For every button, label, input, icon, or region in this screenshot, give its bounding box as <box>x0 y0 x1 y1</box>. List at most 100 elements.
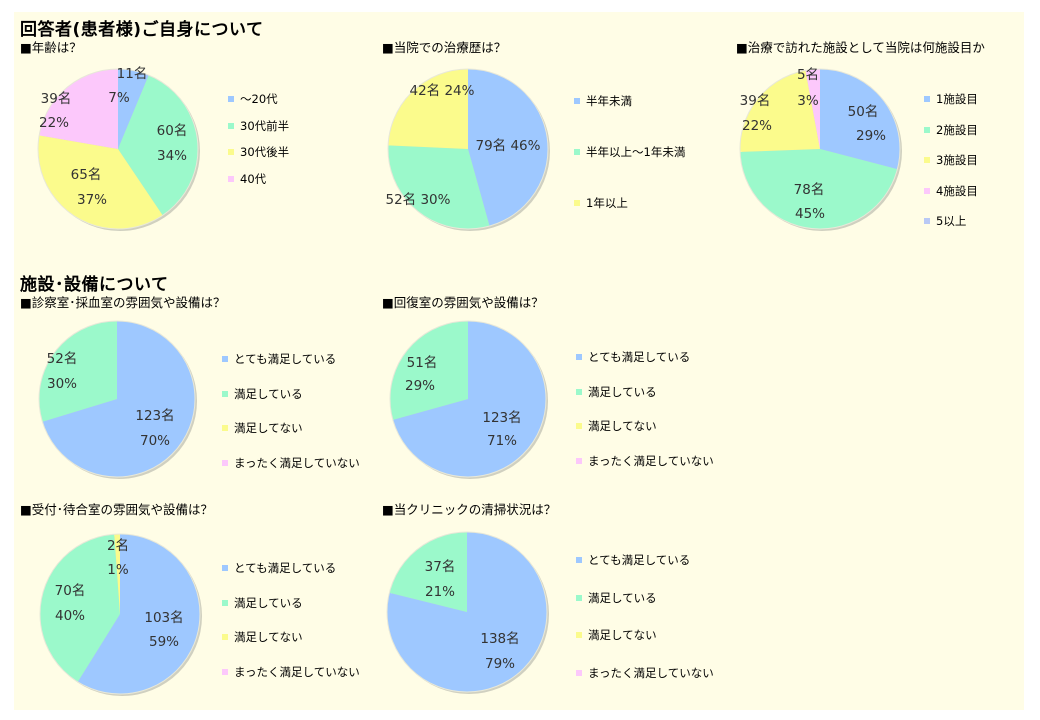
legend-swatch <box>228 96 234 102</box>
legend-label: 40代 <box>240 171 267 186</box>
slice-label: 7% <box>108 90 130 106</box>
pie-chart: 103名 59% 70名 40% 2名 1% <box>39 533 202 696</box>
slice-label: 60名 <box>157 123 188 139</box>
legend-label: 4施設目 <box>936 183 978 198</box>
legend-item: 30代後半 <box>228 144 289 160</box>
pie-slice <box>388 68 468 149</box>
slice-label: 30% <box>47 376 77 392</box>
slice-label: 5名 <box>797 67 819 83</box>
legend-swatch <box>222 425 228 431</box>
legend-label: 30代前半 <box>240 118 290 133</box>
slice-label: 70名 <box>55 583 86 599</box>
survey-panel: 回答者(患者様)ご自身について 施設･設備について ■年齢は？ 11名 7% 60名 3… <box>14 12 1024 710</box>
legend-label: 1年以上 <box>586 196 628 210</box>
legend-label: 満足してない <box>588 628 657 642</box>
legend-swatch <box>576 632 582 638</box>
slice-label: 11名 <box>117 66 148 82</box>
legend-item: 40代 <box>228 171 266 187</box>
slice-label: 50名 <box>848 104 879 120</box>
pie-slice <box>389 532 467 612</box>
legend-swatch <box>576 423 582 429</box>
legend-item: 半年未満 <box>574 93 632 109</box>
legend-swatch <box>574 149 580 155</box>
legend-label: まったく満足していない <box>588 453 714 468</box>
legend-swatch <box>924 187 930 194</box>
slice-label: 123名 <box>482 410 521 426</box>
legend-swatch <box>222 356 228 362</box>
legend-item: 満足してない <box>576 418 657 434</box>
slice-label: 71% <box>487 433 517 449</box>
legend-item: まったく満足していない <box>222 455 360 471</box>
slice-label: 37% <box>77 192 107 208</box>
pie-slice <box>38 135 163 229</box>
chart-title: ■年齢は？ <box>20 40 82 55</box>
legend-label: まったく満足していない <box>588 665 714 680</box>
pie-slice <box>740 70 820 152</box>
legend-swatch <box>576 354 582 360</box>
slice-label: 59% <box>149 634 179 650</box>
pie-slice <box>39 534 120 682</box>
slice-label: 65名 <box>71 167 102 183</box>
pie-slice <box>118 69 149 149</box>
legend-swatch <box>222 634 228 640</box>
legend-swatch <box>574 98 580 104</box>
slice-label: 51名 <box>407 355 438 371</box>
legend-item: 満足している <box>576 384 657 400</box>
legend-item: 4施設目 <box>924 183 978 199</box>
legend-item: まったく満足していない <box>576 453 714 469</box>
legend-label: 半年未満 <box>586 94 632 108</box>
pie-chart: 123名 71% 51名 29% <box>389 320 548 479</box>
pie-slice <box>388 145 490 229</box>
legend-item: 満足している <box>222 386 303 402</box>
legend-label: 5以上 <box>936 214 967 228</box>
chart-title: ■回復室の雰囲気や設備は？ <box>382 295 544 310</box>
legend-label: まったく満足していない <box>234 664 360 679</box>
legend-item: 半年以上～1年未満 <box>574 144 685 160</box>
slice-label: 21% <box>425 584 455 600</box>
legend-label: 満足してない <box>234 630 303 644</box>
section-title-respondent: 回答者(患者様)ご自身について <box>20 20 264 40</box>
legend-swatch <box>228 149 234 155</box>
legend-item: 30代前半 <box>228 118 289 134</box>
legend-label: ～20代 <box>240 92 278 106</box>
slice-label: 39名 <box>740 93 771 109</box>
pie-chart: 79名 46% 52名 30% 42名 24% <box>386 68 550 231</box>
legend-label: 満足している <box>234 386 303 401</box>
pie-slice <box>468 69 548 227</box>
pie-chart: 11名 7% 60名 34% 65名 37% 39名 22% <box>37 66 200 231</box>
slice-label: 79% <box>485 656 515 672</box>
chart-title: ■診察室･採血室の雰囲気や設備は？ <box>20 295 226 310</box>
legend-item: 1年以上 <box>574 195 628 211</box>
chart-title: ■受付･待合室の雰囲気や設備は？ <box>20 502 214 517</box>
legend-item: 満足してない <box>576 627 657 643</box>
pie-outline <box>37 68 199 230</box>
pie-slice <box>39 69 119 149</box>
chart-title: ■当クリニックの清掃状況は？ <box>382 502 557 517</box>
legend-item: 5以上 <box>924 213 966 229</box>
legend-item: まったく満足していない <box>576 665 714 681</box>
legend-label: まったく満足していない <box>234 455 360 470</box>
slice-label: 29% <box>405 378 435 394</box>
pie-slice <box>820 69 900 170</box>
legend-swatch <box>222 390 228 397</box>
legend-swatch <box>924 96 930 102</box>
legend-label: とても満足している <box>234 561 337 575</box>
pie-slice <box>390 321 468 420</box>
legend-label: 満足してない <box>588 419 657 433</box>
legend-item: とても満足している <box>576 552 690 568</box>
slice-label: 79名 46% <box>476 138 541 154</box>
legend-swatch <box>228 175 234 182</box>
legend-swatch <box>222 565 228 571</box>
legend-label: とても満足している <box>588 350 691 364</box>
legend-item: 2施設目 <box>924 122 978 138</box>
legend-label: 2施設目 <box>936 122 978 137</box>
legend-swatch <box>924 126 930 133</box>
pie-slice <box>740 149 898 230</box>
legend-label: 満足している <box>234 595 303 610</box>
legend-label: 30代後半 <box>240 145 290 159</box>
slice-label: 52名 30% <box>386 192 451 208</box>
pie-chart: 123名 70% 52名 30% <box>38 320 197 479</box>
legend-item: 3施設目 <box>924 152 978 168</box>
pie-slice <box>77 534 200 694</box>
legend-label: 満足している <box>588 384 657 399</box>
